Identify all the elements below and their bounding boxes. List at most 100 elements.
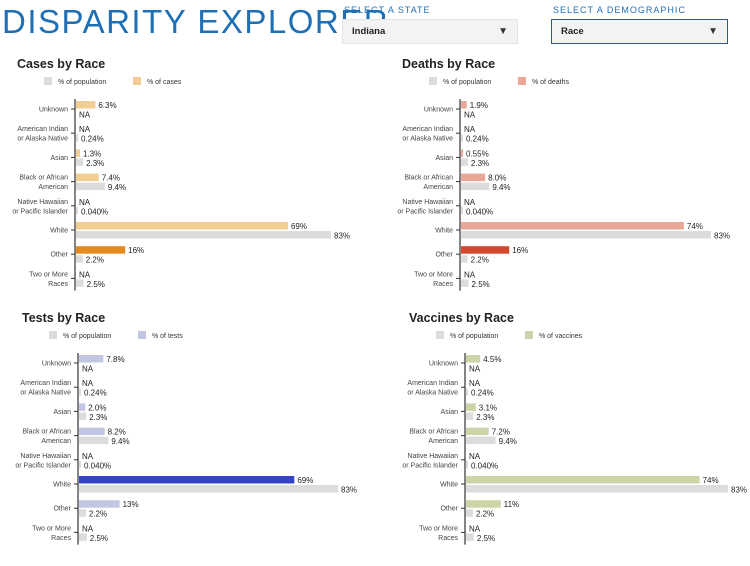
tests-value-label-tests: NA xyxy=(82,524,94,533)
vaccines-value-label-vaccines: 74% xyxy=(703,476,719,485)
vaccines-bar-population xyxy=(466,460,468,469)
state-select-value: Indiana xyxy=(352,26,386,37)
tests-category-label: American Indian xyxy=(20,380,71,387)
vaccines-value-label-population: 0.24% xyxy=(471,389,494,398)
vaccines-value-label-vaccines: 11% xyxy=(504,500,519,509)
cases-value-label-cases: NA xyxy=(79,198,91,207)
vaccines-bar-population xyxy=(466,436,496,445)
tests-value-label-population: 2.5% xyxy=(90,534,108,543)
vaccines-category-label: Unknown xyxy=(429,361,458,368)
deaths-category-label: Asian xyxy=(435,155,453,162)
cases-category-label: Races xyxy=(48,281,68,288)
chevron-down-icon: ▼ xyxy=(498,26,508,37)
cases-bar-population xyxy=(76,231,331,239)
tests-bar-tests xyxy=(79,355,104,363)
vaccines-value-label-population: NA xyxy=(469,365,481,374)
deaths-value-label-population: 2.5% xyxy=(472,280,490,289)
deaths-legend-swatch-population xyxy=(429,77,437,85)
cases-category-label: American Indian xyxy=(17,126,68,133)
deaths-value-label-deaths: NA xyxy=(464,198,476,207)
tests-bar-population xyxy=(79,412,87,420)
vaccines-legend-swatch-vaccines xyxy=(525,331,533,339)
vaccines-category-label: American xyxy=(428,438,458,445)
deaths-category-label: Races xyxy=(433,281,453,288)
tests-bar-population xyxy=(79,436,109,445)
tests-category-label: White xyxy=(53,482,71,489)
tests-value-label-tests: 2.0% xyxy=(88,403,106,412)
deaths-chart: Deaths by Race % of population % of deaths… xyxy=(397,57,730,291)
deaths-bar-deaths xyxy=(461,149,463,157)
vaccines-category-label: Races xyxy=(438,535,458,542)
deaths-value-label-population: 83% xyxy=(714,232,730,241)
cases-legend-label-cases: % of cases xyxy=(147,79,182,86)
deaths-value-label-deaths: 8.0% xyxy=(488,174,506,183)
vaccines-value-label-vaccines: NA xyxy=(469,524,481,533)
tests-category-label: American xyxy=(41,438,71,445)
cases-bar-population xyxy=(76,134,78,142)
deaths-category-label: White xyxy=(435,228,453,235)
cases-bar-cases xyxy=(76,101,96,109)
vaccines-category-label: or Pacific Islander xyxy=(402,462,458,469)
tests-bar-population xyxy=(79,509,86,517)
demographic-select-label: SELECT A DEMOGRAPHIC xyxy=(553,5,686,15)
cases-category-label: American xyxy=(38,184,68,191)
tests-legend-swatch-tests xyxy=(138,331,146,339)
tests-value-label-tests: NA xyxy=(82,379,94,388)
tests-chart: Tests by Race % of population % of tests Un… xyxy=(15,311,357,545)
deaths-value-label-population: 0.24% xyxy=(466,135,489,144)
tests-bar-tests xyxy=(79,427,105,436)
deaths-value-label-deaths: NA xyxy=(464,125,476,134)
deaths-category-label: American Indian xyxy=(402,126,453,133)
deaths-value-label-deaths: 16% xyxy=(512,246,528,255)
tests-value-label-tests: 69% xyxy=(297,476,313,485)
vaccines-value-label-population: 0.040% xyxy=(471,461,498,470)
cases-bar-population xyxy=(76,182,105,191)
tests-legend-label-population: % of population xyxy=(63,333,111,340)
tests-bar-tests xyxy=(79,476,295,484)
cases-value-label-cases: 69% xyxy=(291,222,307,231)
vaccines-value-label-population: 9.4% xyxy=(499,437,517,446)
deaths-bar-population xyxy=(461,231,711,239)
vaccines-bar-population xyxy=(466,412,474,420)
cases-bar-population xyxy=(76,158,84,166)
vaccines-category-label: Asian xyxy=(440,409,458,416)
chevron-down-icon: ▼ xyxy=(708,26,718,37)
deaths-bar-population xyxy=(461,206,463,215)
vaccines-category-label: White xyxy=(440,482,458,489)
cases-value-label-population: 0.24% xyxy=(81,135,104,144)
deaths-value-label-deaths: NA xyxy=(464,270,476,279)
tests-value-label-tests: NA xyxy=(82,452,94,461)
tests-value-label-population: 2.2% xyxy=(89,510,107,519)
deaths-value-label-population: 0.040% xyxy=(466,207,493,216)
cases-category-label: Unknown xyxy=(39,107,68,114)
deaths-value-label-deaths: 0.55% xyxy=(466,149,489,158)
vaccines-value-label-population: 2.2% xyxy=(476,510,494,519)
cases-category-label: or Alaska Native xyxy=(17,136,68,143)
demographic-select[interactable]: Race ▼ xyxy=(551,19,728,44)
deaths-bar-population xyxy=(461,134,463,142)
state-select[interactable]: Indiana ▼ xyxy=(342,19,518,44)
tests-category-label: Two or More xyxy=(32,525,71,532)
page-title: DISPARITY EXPLORER xyxy=(2,3,390,40)
vaccines-bar-population xyxy=(466,485,728,493)
tests-category-label: Native Hawaiian xyxy=(20,453,71,460)
vaccines-value-label-population: 83% xyxy=(731,486,747,495)
cases-value-label-cases: NA xyxy=(79,270,91,279)
cases-category-label: or Pacific Islander xyxy=(12,208,68,215)
tests-bar-population xyxy=(79,460,81,469)
tests-legend-label-tests: % of tests xyxy=(152,333,183,340)
cases-category-label: Native Hawaiian xyxy=(17,199,68,206)
tests-legend-swatch-population xyxy=(49,331,57,339)
cases-bar-population xyxy=(76,279,84,287)
vaccines-chart-title: Vaccines by Race xyxy=(409,311,514,325)
vaccines-legend-swatch-population xyxy=(436,331,444,339)
vaccines-bar-vaccines xyxy=(466,476,700,484)
vaccines-bar-vaccines xyxy=(466,355,481,363)
cases-value-label-population: 9.4% xyxy=(108,183,126,192)
tests-value-label-tests: 7.8% xyxy=(106,355,124,364)
deaths-category-label: Native Hawaiian xyxy=(402,199,453,206)
deaths-legend-label-population: % of population xyxy=(443,79,491,86)
state-select-label: SELECT A STATE xyxy=(344,5,431,15)
cases-legend-swatch-population xyxy=(44,77,52,85)
cases-value-label-cases: 1.3% xyxy=(83,149,101,158)
